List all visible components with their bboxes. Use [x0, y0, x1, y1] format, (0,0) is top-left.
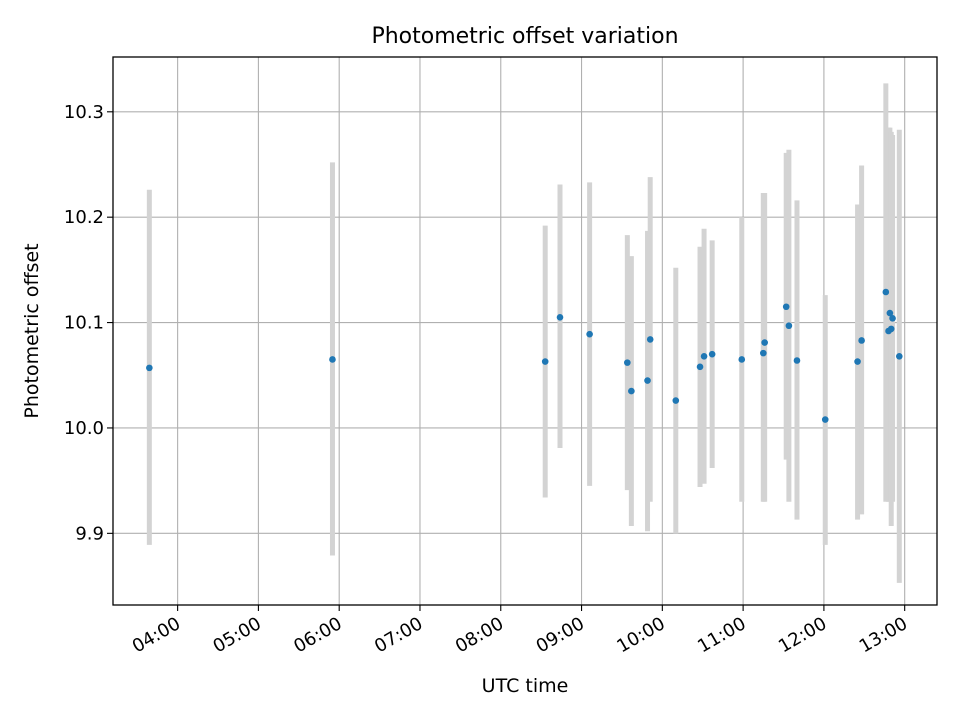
grid — [113, 57, 937, 605]
y-tick-label: 9.9 — [75, 523, 104, 544]
data-point — [628, 387, 635, 395]
data-point — [700, 352, 708, 360]
y-tick-label: 10.2 — [64, 207, 104, 228]
data-point — [329, 356, 336, 363]
y-axis-ticks: 9.9 10.0 10.1 10.2 10.3 — [64, 102, 113, 544]
data-point — [854, 358, 861, 365]
x-tick-label: 13:00 — [856, 613, 911, 657]
x-tick-label: 10:00 — [613, 613, 668, 657]
chart-title: Photometric offset variation — [371, 24, 678, 49]
y-tick-label: 10.3 — [64, 102, 104, 123]
x-tick-label: 04:00 — [129, 613, 184, 657]
x-tick-label: 08:00 — [452, 613, 507, 657]
data-point — [586, 330, 593, 338]
y-tick-label: 10.0 — [64, 418, 104, 439]
data-point — [782, 303, 790, 311]
data-point — [896, 352, 903, 360]
data-point — [738, 356, 746, 363]
data-point — [793, 357, 801, 364]
y-axis-label: Photometric offset — [21, 243, 43, 418]
x-axis-label: UTC time — [482, 675, 569, 697]
x-axis-ticks: 04:00 05:00 06:00 07:00 08:00 09:00 10:00 11:00… — [129, 605, 911, 657]
x-tick-label: 12:00 — [775, 613, 830, 657]
data-point — [889, 315, 896, 322]
data-point — [624, 359, 631, 366]
data-point — [541, 358, 549, 365]
x-tick-label: 09:00 — [533, 613, 588, 657]
x-tick-label: 06:00 — [290, 613, 345, 657]
x-tick-label: 05:00 — [209, 613, 264, 657]
data-point — [760, 349, 767, 357]
plot-frame — [112, 56, 938, 606]
data-point — [556, 314, 564, 321]
data-point — [761, 339, 768, 346]
data-point — [644, 377, 651, 384]
data-point — [887, 325, 895, 333]
data-point — [785, 322, 793, 330]
data-points — [146, 288, 903, 423]
x-tick-label: 11:00 — [694, 613, 749, 657]
data-point — [708, 350, 716, 358]
data-point — [672, 397, 680, 404]
y-tick-label: 10.1 — [64, 313, 104, 334]
data-point — [696, 363, 704, 371]
data-point — [646, 336, 654, 343]
error-bars — [146, 83, 902, 583]
data-point — [858, 337, 865, 344]
data-point — [882, 288, 890, 296]
data-point — [886, 309, 894, 317]
x-tick-label: 07:00 — [371, 613, 426, 657]
data-point — [821, 416, 829, 423]
data-point — [146, 364, 153, 372]
